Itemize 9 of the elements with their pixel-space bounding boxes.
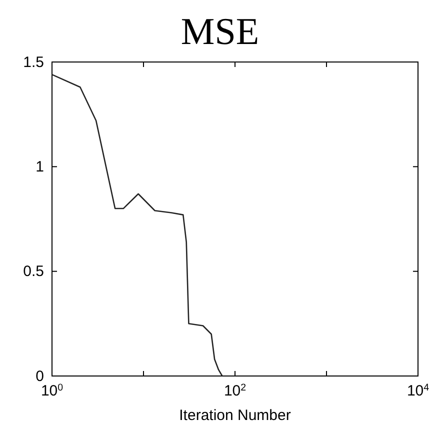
x-axis-title: Iteration Number [179,407,291,424]
y-tick-label: 1 [36,158,44,176]
y-tick-label: 0.5 [23,263,44,280]
x-tick-label: 10$^{2}$ [224,382,246,400]
x-tick-label: 10$^{4}$ [406,382,430,400]
y-tick-label: 1.5 [23,54,44,71]
y-tick-label: 0 [36,368,44,385]
chart-title: MSE [180,11,260,53]
x-tick-label: 10$^{0}$ [40,382,64,400]
